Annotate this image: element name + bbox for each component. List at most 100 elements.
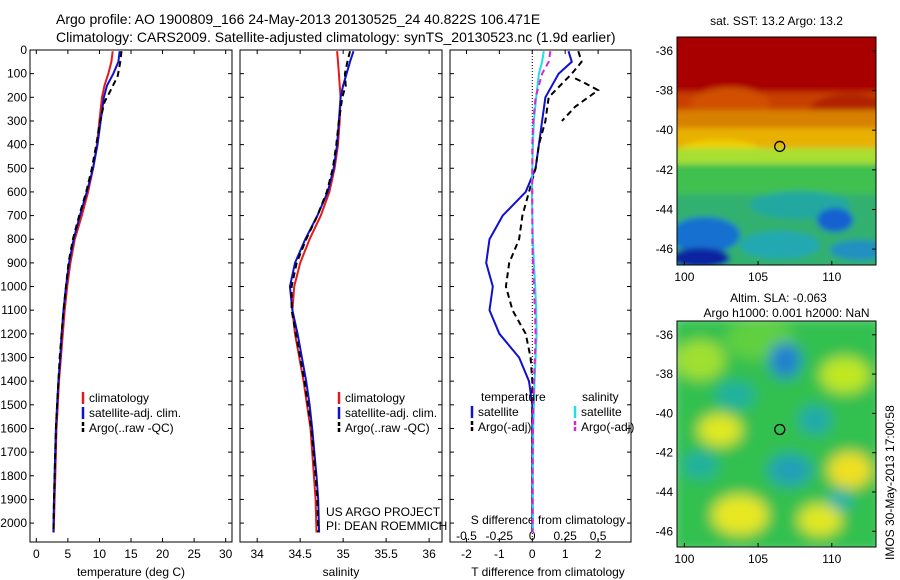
sst-map-patch-12 xyxy=(817,208,853,232)
sla-map-blobs xyxy=(677,321,876,547)
sla-map-y-tick-label: -36 xyxy=(656,328,674,342)
sla-map-y-tick-label: -38 xyxy=(656,367,674,381)
salinity-xlabel: salinity xyxy=(323,565,360,579)
sla-map-patch-6 xyxy=(698,414,742,446)
sst-map-y-tick-label: -46 xyxy=(656,242,674,256)
salinity-line-2 xyxy=(290,50,351,533)
difference-xlabel-top: S difference from climatology xyxy=(471,513,626,527)
sla-map-patch-8 xyxy=(768,454,812,486)
sla-map-field xyxy=(677,321,876,547)
y-tick-label: 800 xyxy=(7,232,27,246)
sla-map-patch-10 xyxy=(828,452,872,488)
sst-map-patch-14 xyxy=(677,248,730,265)
sst-map-argo-marker xyxy=(774,140,786,153)
difference-line-0 xyxy=(485,50,573,533)
sst-map-title: sat. SST: 13.2 Argo: 13.2 xyxy=(710,14,843,28)
x-tick-label: 25 xyxy=(187,547,201,561)
sla-map-patch-7 xyxy=(799,406,831,434)
legend-salinity-title: salinity xyxy=(582,390,619,404)
y-tick-label: 1500 xyxy=(0,398,27,412)
legend-temperature-label-0: satellite xyxy=(478,405,519,419)
difference-line-3 xyxy=(531,51,552,533)
sla-map-title: Altim. SLA: -0.063 xyxy=(730,291,827,305)
sla-map-panel: 100 105 110 -36 -38 -40 -42 -44 -46 Altim. SLA: -… xyxy=(656,291,877,566)
y-tick-label: 300 xyxy=(7,114,27,128)
salinity-legend-label-2: Argo(..raw -QC) xyxy=(345,421,430,435)
difference-line-4 xyxy=(561,77,600,122)
y-tick-label: 900 xyxy=(7,256,27,270)
salinity-legend-label-1: satellite-adj. clim. xyxy=(345,406,437,420)
x-tick-label: 15 xyxy=(124,547,138,561)
climatology-subtitle: Climatology: CARS2009. Satellite-adjuste… xyxy=(56,29,616,45)
sla-map-y-tick-label: -42 xyxy=(656,446,674,460)
salinity-frame xyxy=(239,49,443,543)
difference-panel: -2 -1 0 1 2 -0.5 -0.25 0 0.25 0.5 S difference fro… xyxy=(449,49,634,579)
temperature-legend-label-1: satellite-adj. clim. xyxy=(89,406,181,420)
y-tick-label: 1100 xyxy=(1,303,27,317)
sla-map-x-tick-label: 100 xyxy=(674,552,694,566)
x-tick-label: 5 xyxy=(65,547,72,561)
y-tick-label: 500 xyxy=(7,161,27,175)
sst-map-blobs xyxy=(677,37,876,265)
sst-map-band-5 xyxy=(677,110,876,130)
sla-map-y-tick-label: -40 xyxy=(656,406,674,420)
x-tick-label: 35.5 xyxy=(374,547,398,561)
sla-map-argo-marker xyxy=(774,423,786,436)
x-tick-label-top: 0.5 xyxy=(590,529,607,543)
sst-map-x-tick-label: 100 xyxy=(674,270,694,284)
legend-temperature-label-1: Argo(-adj) xyxy=(478,420,531,434)
sst-map-band-1 xyxy=(677,37,876,96)
y-tick-label: 1300 xyxy=(0,351,27,365)
temperature-line-1 xyxy=(52,51,121,533)
sla-map-patch-1 xyxy=(677,340,725,380)
sst-map-y-tick-label: -44 xyxy=(656,202,674,216)
y-tick-label: 1800 xyxy=(0,469,27,483)
y-tick-label: 2000 xyxy=(0,516,27,530)
sla-map-y-tick-label: -46 xyxy=(656,524,674,538)
x-tick-label: 1 xyxy=(562,547,569,561)
temperature-frame xyxy=(29,49,233,543)
sst-map-patch-16 xyxy=(830,240,876,260)
x-tick-label: 34 xyxy=(251,547,265,561)
sst-map-band-9 xyxy=(677,164,876,194)
y-tick-label: 1900 xyxy=(0,492,27,506)
x-tick-label: -2 xyxy=(461,547,472,561)
sst-map-frame xyxy=(676,36,877,266)
y-tick-label: 1000 xyxy=(0,280,27,294)
sst-map-y-tick-label: -42 xyxy=(656,163,674,177)
y-tick-label: 400 xyxy=(7,138,27,152)
salinity-legend-label-0: climatology xyxy=(345,391,405,405)
sst-map-x-tick-label: 110 xyxy=(822,270,841,284)
x-tick-label: -1 xyxy=(494,547,505,561)
y-tick-label: 700 xyxy=(7,209,27,223)
sla-map-patch-13 xyxy=(828,490,852,510)
x-tick-label: 35 xyxy=(336,547,350,561)
sst-map-y-tick-label: -38 xyxy=(656,84,674,98)
sla-map-subtitle: Argo h1000: 0.001 h2000: NaN xyxy=(703,306,869,320)
difference-frame xyxy=(449,49,632,543)
x-tick-label: 0 xyxy=(33,547,40,561)
sla-map-patch-11 xyxy=(712,495,768,535)
sla-map-y-tick-label: -44 xyxy=(656,485,674,499)
sst-map-y-tick-label: -40 xyxy=(656,123,674,137)
temperature-legend-label-0: climatology xyxy=(89,391,149,405)
y-tick-label: 600 xyxy=(7,185,27,199)
x-tick-label: 0 xyxy=(529,547,536,561)
temperature-panel: 0100200300400500600700800900100011001200… xyxy=(0,43,232,579)
legend-salinity-label-1: Argo(-adj) xyxy=(581,420,634,434)
x-tick-label: 30 xyxy=(219,547,233,561)
side-timestamp: IMOS 30-May-2013 17:00:58 xyxy=(883,405,897,560)
sst-map-y-tick-label: -36 xyxy=(656,44,674,58)
difference-xlabel: T difference from climatology xyxy=(471,565,625,579)
y-tick-label: 1400 xyxy=(0,374,27,388)
sst-map-band-8 xyxy=(677,148,876,164)
sst-map-field xyxy=(677,37,876,265)
x-tick-label-top: 0 xyxy=(529,529,536,543)
y-tick-label: 200 xyxy=(7,90,27,104)
y-tick-label: 100 xyxy=(7,67,27,81)
sst-map-patch-15 xyxy=(740,231,820,259)
salinity-line-0 xyxy=(291,51,342,533)
pi-label: PI: DEAN ROEMMICH xyxy=(326,519,447,533)
sla-map-patch-12 xyxy=(798,504,842,536)
